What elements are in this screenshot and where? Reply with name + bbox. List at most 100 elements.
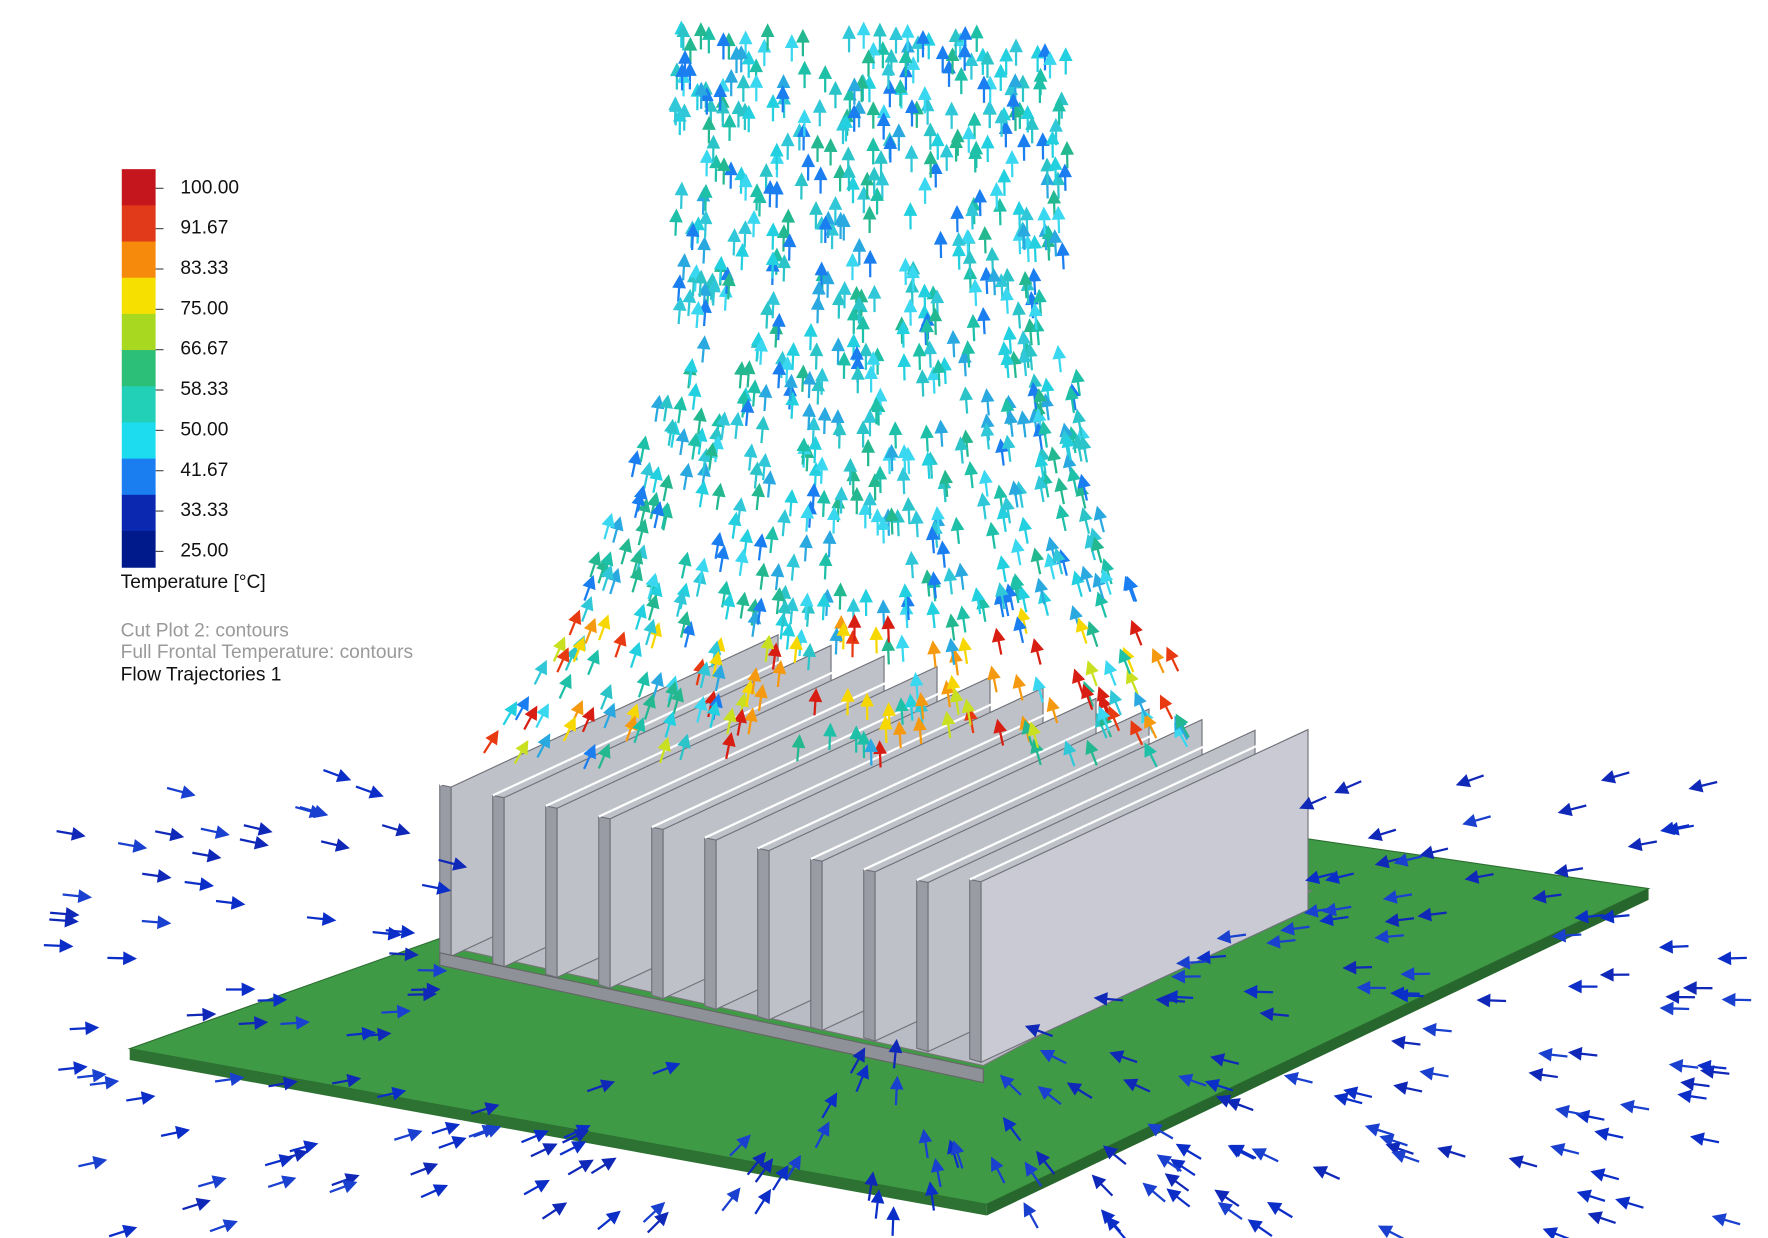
flow-arrow [929, 643, 939, 668]
flow-arrow [938, 543, 948, 568]
flow-arrow [834, 294, 844, 319]
flow-arrow [1095, 508, 1105, 532]
scene: 100.0091.6783.3375.0066.6758.3350.0041.6… [44, 23, 1751, 1238]
flow-arrow [702, 152, 712, 177]
flow-arrow [853, 368, 863, 393]
flow-arrow [966, 55, 976, 80]
flow-arrow [1602, 970, 1629, 980]
flow-arrow [810, 438, 820, 463]
flow-arrow [718, 547, 728, 571]
flow-arrow [1662, 1003, 1689, 1013]
legend-label: 25.00 [180, 540, 228, 561]
flow-arrow [773, 565, 783, 590]
flow-arrow [183, 1199, 209, 1209]
flow-arrow [1425, 1025, 1452, 1035]
flow-arrow [918, 372, 928, 397]
flow-arrow [1578, 1111, 1605, 1121]
flow-arrow [323, 770, 348, 781]
flow-arrow [1161, 697, 1172, 719]
flow-arrow [70, 1023, 97, 1033]
flow-arrow [201, 827, 227, 837]
flow-arrow [815, 101, 825, 126]
flow-arrow [1013, 541, 1023, 565]
flow-arrow [757, 565, 767, 590]
flow-arrow [676, 592, 686, 616]
flow-arrow [1014, 676, 1024, 700]
flow-arrow [1178, 1145, 1201, 1159]
flow-arrow [787, 37, 797, 62]
flow-arrow [161, 1127, 187, 1137]
flow-arrow [835, 585, 845, 610]
flow-arrow [1370, 830, 1396, 840]
flow-arrow [1422, 848, 1448, 858]
flow-arrow [536, 706, 547, 728]
flow-arrow [936, 233, 946, 258]
flow-arrow [330, 1181, 355, 1192]
flow-arrow [947, 104, 957, 129]
flow-arrow [1593, 1170, 1619, 1180]
flow-arrow [758, 418, 768, 443]
flow-arrow [834, 424, 844, 449]
flow-arrow [1622, 1101, 1649, 1111]
flow-arrow [1032, 550, 1042, 574]
flow-arrow [737, 551, 747, 576]
flow-arrow [142, 871, 169, 881]
flow-arrow [1054, 348, 1064, 373]
flow-arrow [118, 841, 145, 851]
flow-arrow [1038, 135, 1048, 160]
flow-arrow [216, 898, 243, 908]
flow-arrow [844, 28, 854, 53]
fin-edge [864, 870, 875, 1041]
flow-arrow [1367, 1125, 1393, 1135]
flow-arrow [542, 1204, 565, 1219]
fin-edge [758, 848, 769, 1019]
flow-arrow [1062, 143, 1072, 168]
flow-arrow [699, 239, 709, 264]
flow-arrow [740, 223, 750, 248]
flow-arrow [725, 116, 735, 141]
flow-arrow [1032, 320, 1042, 345]
page: 100.0091.6783.3375.0066.6758.3350.0041.6… [0, 0, 1768, 1238]
flow-arrow [961, 389, 971, 414]
flow-arrow [107, 953, 134, 963]
flow-arrow [50, 909, 77, 919]
flow-arrow [945, 570, 955, 595]
color-band [122, 205, 156, 242]
flow-arrow [800, 63, 810, 88]
flow-arrow [798, 31, 808, 56]
flow-arrow [861, 591, 871, 616]
fin-edge [917, 880, 928, 1051]
flow-arrow [779, 511, 789, 536]
flow-arrow [724, 595, 734, 619]
flow-arrow [697, 483, 707, 507]
flow-arrow [952, 519, 962, 544]
flow-arrow [1025, 1204, 1038, 1228]
flow-arrow [1603, 772, 1629, 782]
flow-arrow [859, 24, 869, 49]
flow-arrow [1661, 942, 1688, 952]
legend-label: 100.00 [180, 177, 239, 198]
flow-arrow [907, 553, 917, 578]
flow-arrow [811, 345, 821, 370]
flow-arrow [1056, 480, 1066, 504]
flow-arrow [382, 825, 408, 835]
flow-arrow [591, 1159, 614, 1173]
flow-arrow [1570, 1049, 1597, 1059]
color-band [122, 386, 156, 423]
flow-arrow [621, 540, 631, 564]
flow-arrow [985, 103, 995, 128]
flow-arrow [1131, 622, 1141, 645]
flow-arrow [1380, 1227, 1404, 1238]
flow-arrow [835, 167, 845, 192]
flow-arrow [1018, 77, 1028, 102]
fin-edge [546, 806, 557, 977]
flow-arrow [1014, 304, 1024, 329]
flow-arrow [905, 301, 915, 326]
flow-arrow [599, 617, 609, 640]
flow-arrow [1422, 1069, 1449, 1079]
color-bar: 100.0091.6783.3375.0066.6758.3350.0041.6… [122, 169, 239, 568]
flow-arrow [1254, 1149, 1278, 1161]
flow-arrow [1668, 992, 1695, 1002]
flow-arrow [897, 637, 907, 662]
flow-arrow [535, 662, 546, 684]
